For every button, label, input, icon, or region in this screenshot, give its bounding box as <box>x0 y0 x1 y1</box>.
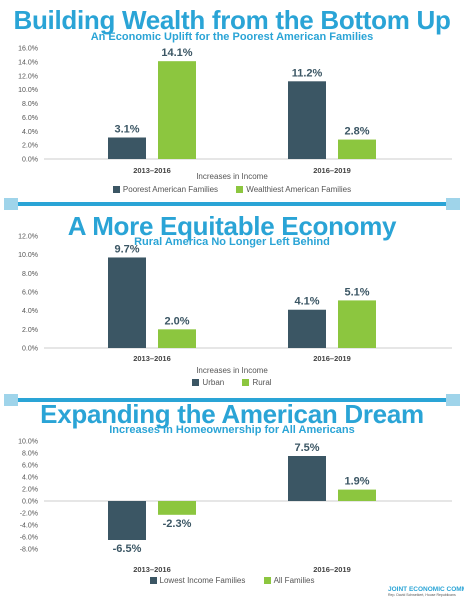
legend-swatch <box>263 577 271 584</box>
data-label: 2.0% <box>164 315 189 327</box>
category-label: 2013–2016 <box>133 565 171 574</box>
y-tick-label: 4.0% <box>22 475 38 482</box>
chart-3-title: Expanding the American Dream <box>40 399 424 429</box>
legend-item: All Families <box>263 576 315 585</box>
y-tick-label: 10.0% <box>18 87 38 94</box>
bar <box>108 501 146 540</box>
logo-title: JOINT ECONOMIC COMMITTEE <box>388 586 464 593</box>
y-tick-label: 2.0% <box>22 327 38 334</box>
category-label: 2016–2019 <box>313 166 351 175</box>
data-label: 7.5% <box>294 442 319 454</box>
data-label: 1.9% <box>344 476 369 488</box>
y-tick-label: 4.0% <box>22 308 38 315</box>
data-label: -2.3% <box>163 518 192 530</box>
y-tick-label: 8.0% <box>22 271 38 278</box>
chart-3-legend: Lowest Income Families All Families <box>0 576 464 585</box>
y-tick-label: 12.0% <box>18 73 38 80</box>
chart-1-title: Building Wealth from the Bottom Up <box>13 5 451 35</box>
legend-label: Lowest Income Families <box>159 576 246 585</box>
y-tick-label: -4.0% <box>20 523 38 530</box>
y-tick-label: 10.0% <box>18 439 38 446</box>
data-label: 3.1% <box>114 123 139 135</box>
section-divider <box>0 394 464 406</box>
chart-2: 0.0% 2.0% 4.0% 6.0% 8.0% 10.0% 12.0% 9.7% 4.1% 2.… <box>18 234 452 363</box>
legend-label: Poorest American Families <box>122 185 219 194</box>
bar <box>338 139 376 159</box>
y-tick-label: 6.0% <box>22 290 38 297</box>
chart-3-subtitle: Increases in Homeownership for All Ameri… <box>109 424 355 436</box>
y-tick-label: 10.0% <box>18 252 38 259</box>
y-tick-label: 2.0% <box>22 143 38 150</box>
y-tick-label: 14.0% <box>18 59 38 66</box>
legend-swatch <box>192 379 200 386</box>
legend-item: Poorest American Families <box>112 185 219 194</box>
y-tick-label: 0.0% <box>22 157 38 164</box>
y-tick-label: 16.0% <box>18 46 38 53</box>
data-label: 5.1% <box>344 286 369 298</box>
data-label: 14.1% <box>161 47 192 59</box>
y-tick-label: 4.0% <box>22 129 38 136</box>
bar <box>158 329 196 348</box>
bar <box>338 300 376 348</box>
y-tick-label: 8.0% <box>22 451 38 458</box>
category-label: 2016–2019 <box>313 565 351 574</box>
y-tick-label: 12.0% <box>18 234 38 241</box>
legend-item: Urban <box>192 378 224 387</box>
legend-label: Urban <box>202 378 225 387</box>
legend-swatch <box>149 577 157 584</box>
chart-2-title: A More Equitable Economy <box>67 211 397 241</box>
bar <box>158 61 196 159</box>
category-label: 2013–2016 <box>133 354 171 363</box>
y-tick-label: -2.0% <box>20 511 38 518</box>
y-tick-label: 6.0% <box>22 115 38 122</box>
data-label: -6.5% <box>113 543 142 555</box>
legend-item: Lowest Income Families <box>149 576 246 585</box>
legend-label: Wealthiest American Families <box>246 185 352 194</box>
legend-item: Rural <box>242 378 272 387</box>
data-label: 4.1% <box>294 296 319 308</box>
section-divider <box>0 198 464 210</box>
chart-1-subtitle: An Economic Uplift for the Poorest Ameri… <box>90 31 374 43</box>
data-label: 11.2% <box>292 67 323 79</box>
legend-label: Rural <box>252 378 272 387</box>
bar <box>158 501 196 515</box>
bar <box>288 309 326 348</box>
chart-1: 0.0% 2.0% 4.0% 6.0% 8.0% 10.0% 12.0% 14.0% 16.0%… <box>18 46 452 175</box>
legend-swatch <box>112 186 120 193</box>
y-tick-label: 8.0% <box>22 101 38 108</box>
bar <box>338 489 376 501</box>
data-label: 2.8% <box>344 126 369 138</box>
chart-2-xlabel: Increases in Income <box>196 366 268 375</box>
y-tick-label: -8.0% <box>20 547 38 554</box>
chart-1-xlabel: Increases in Income <box>196 172 268 181</box>
bar <box>108 137 146 159</box>
chart-2-legend: Urban Rural <box>0 378 464 387</box>
legend-label: All Families <box>273 576 315 585</box>
chart-2-subtitle: Rural America No Longer Left Behind <box>134 236 330 248</box>
bar <box>288 81 326 159</box>
logo-subtitle: Rep. David Schweikert, House Republicans <box>388 593 456 597</box>
legend-swatch <box>236 186 244 193</box>
y-tick-label: 2.0% <box>22 487 38 494</box>
y-tick-label: 0.0% <box>22 346 38 353</box>
legend-swatch <box>242 379 250 386</box>
joint-economic-committee-logo: JOINT ECONOMIC COMMITTEE Rep. David Schw… <box>388 586 464 598</box>
bar <box>288 456 326 501</box>
legend-item: Wealthiest American Families <box>236 185 351 194</box>
category-label: 2016–2019 <box>313 354 351 363</box>
y-tick-label: -6.0% <box>20 535 38 542</box>
y-tick-label: 0.0% <box>22 499 38 506</box>
bar <box>108 257 146 348</box>
y-tick-label: 6.0% <box>22 463 38 470</box>
data-label: 9.7% <box>114 243 139 255</box>
category-label: 2013–2016 <box>133 166 171 175</box>
chart-1-legend: Poorest American Families Wealthiest Ame… <box>0 185 464 194</box>
